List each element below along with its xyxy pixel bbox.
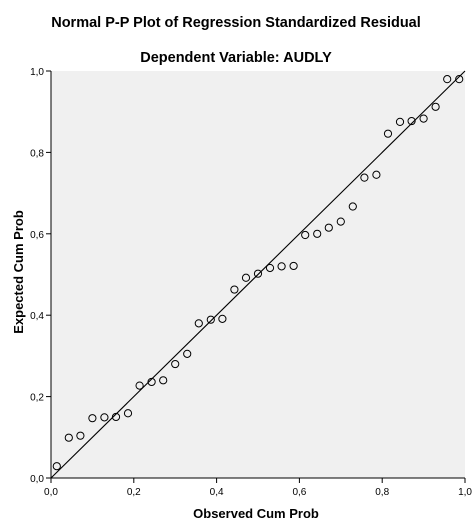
data-point <box>171 359 180 369</box>
data-point <box>147 377 156 387</box>
y-axis-label: Expected Cum Prob <box>11 210 26 334</box>
y-tick-label: 0,4 <box>30 311 44 322</box>
data-point <box>52 462 61 471</box>
data-point <box>443 75 452 84</box>
data-point <box>395 117 405 126</box>
data-point <box>265 263 275 273</box>
data-point <box>360 173 369 182</box>
y-tick-label: 0,2 <box>30 393 44 404</box>
data-point <box>64 433 73 442</box>
data-point <box>419 114 428 123</box>
data-point <box>241 273 251 282</box>
data-point <box>383 129 393 138</box>
y-tick-label: 0,8 <box>30 148 44 159</box>
data-point <box>324 223 333 232</box>
data-point <box>301 230 310 240</box>
data-point <box>431 102 440 111</box>
data-point <box>336 217 345 226</box>
chart-title: Normal P-P Plot of Regression Standardiz… <box>51 15 421 31</box>
data-point <box>455 75 464 84</box>
data-point <box>372 170 381 179</box>
data-point <box>289 261 298 271</box>
reference-line <box>50 70 466 479</box>
data-point <box>183 349 192 358</box>
x-tick-label: 1,0 <box>458 487 472 498</box>
data-point <box>88 414 97 423</box>
data-point <box>111 412 121 422</box>
x-tick-label: 0,8 <box>375 487 389 498</box>
y-tick-label: 0,0 <box>30 474 44 485</box>
data-point <box>159 376 168 385</box>
data-point <box>218 314 227 323</box>
data-point <box>253 269 263 278</box>
data-point <box>123 409 133 418</box>
data-point <box>76 431 85 440</box>
data-point <box>230 285 239 294</box>
y-tick-label: 1,0 <box>30 67 44 78</box>
data-point <box>100 413 109 422</box>
x-tick-label: 0,0 <box>44 487 58 498</box>
x-tick-label: 0,6 <box>292 487 306 498</box>
data-point <box>194 319 203 328</box>
data-point <box>313 229 322 238</box>
data-point <box>135 381 144 390</box>
data-point <box>348 202 357 211</box>
x-axis-label: Observed Cum Prob <box>193 506 319 521</box>
data-point <box>206 315 215 324</box>
x-tick-label: 0,4 <box>210 487 224 498</box>
data-point <box>277 262 286 271</box>
chart-subtitle: Dependent Variable: AUDLY <box>140 50 332 66</box>
x-tick-label: 0,2 <box>127 487 141 498</box>
plot-area: 0,0 0,2 0,4 0,6 0,8 1,0 0,0 0,2 0,4 0,6 0,8 1,0 <box>30 67 472 498</box>
data-point <box>407 116 416 126</box>
y-tick-label: 0,6 <box>30 230 44 241</box>
